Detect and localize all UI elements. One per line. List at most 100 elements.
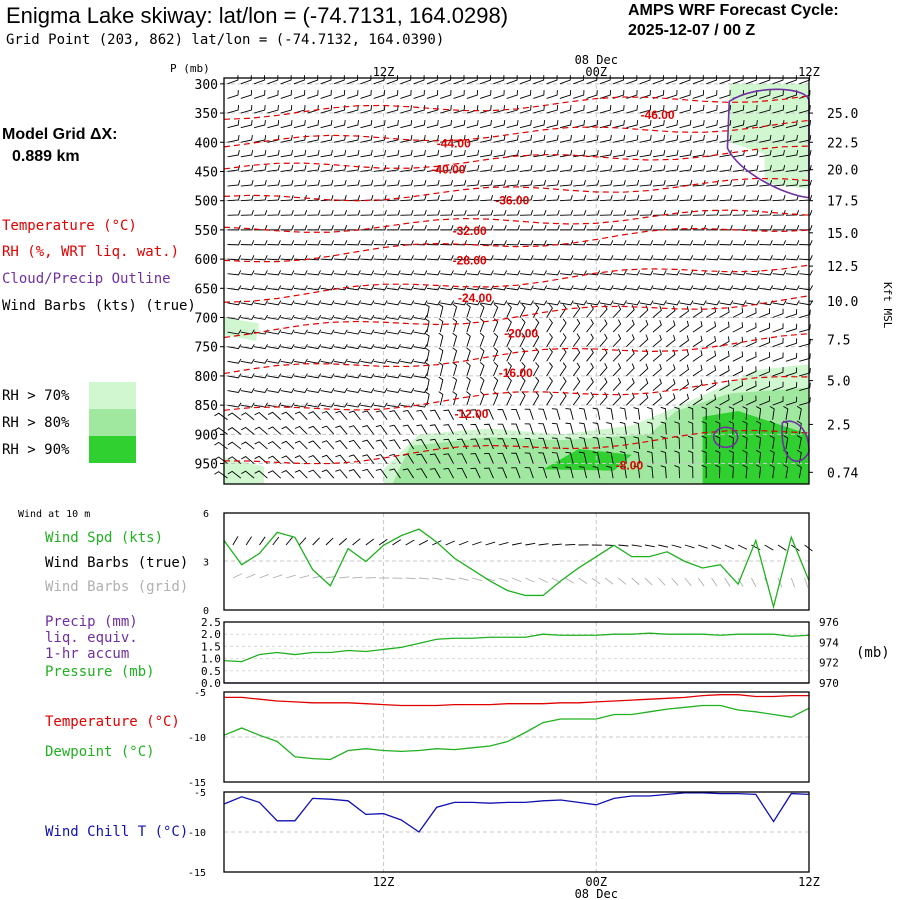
wind-barb [280, 90, 292, 99]
wind-barb [745, 337, 757, 348]
wind-barb [742, 449, 748, 464]
temp-tick-label: -15 [188, 778, 206, 789]
wind-barb [426, 195, 440, 202]
wind-barb-grid [657, 577, 666, 586]
wind-barb [240, 134, 253, 143]
wind-barb [559, 318, 567, 333]
wind-barb-grid [697, 577, 705, 587]
wind-barb [579, 437, 587, 450]
wind-barb [348, 454, 361, 464]
wind-barb [519, 104, 532, 114]
wind-barb [533, 270, 547, 276]
wind-barb [546, 104, 559, 114]
wind-barb [519, 376, 526, 391]
wind-barb [480, 195, 494, 202]
wind-barb [443, 424, 454, 435]
wind-barb [660, 450, 667, 464]
wind-barb [440, 75, 452, 85]
wind-barb [438, 391, 444, 406]
wind-barb [626, 195, 640, 202]
chart-subtitle: Grid Point (203, 862) lat/lon = (-74.713… [6, 32, 445, 48]
wind-barb [546, 300, 561, 306]
wind-barb [546, 195, 560, 202]
bottom-time-label: 12Z [798, 875, 820, 889]
wind-barb-grid [272, 574, 283, 579]
wind-barb-grid [259, 574, 269, 579]
wind-barb [705, 365, 717, 377]
wind-barb [400, 210, 414, 216]
wind-barb [267, 104, 279, 114]
panel-frame [223, 791, 810, 873]
wind-barb [785, 270, 800, 276]
wind-barb [613, 134, 626, 143]
wind-barb [227, 210, 241, 216]
wind-barb [799, 338, 811, 348]
wind-barb [387, 210, 401, 216]
wind-barb-true [498, 542, 509, 546]
wind-barb [652, 320, 662, 333]
wind-barb [572, 377, 581, 391]
wind-barb [732, 395, 744, 406]
wind-barb [400, 344, 415, 350]
wind-barb [333, 402, 348, 408]
wind-barb [565, 422, 574, 435]
wind-barb [506, 75, 518, 85]
wind-barb [679, 75, 691, 85]
wind-barb [692, 210, 706, 216]
wind-barb [692, 179, 706, 187]
wind-barb [321, 440, 335, 450]
wind-barb [387, 149, 400, 158]
wind-barb [400, 387, 415, 393]
wind-barb [347, 285, 361, 291]
height-tick-label: 20.0 [827, 164, 858, 179]
wind-barb [626, 179, 640, 187]
wind-barb [799, 353, 811, 362]
wind-barb [307, 344, 322, 350]
wind-barb [400, 358, 415, 364]
wind-barb [785, 149, 799, 158]
wind-barb [466, 332, 471, 347]
wind-barb [240, 210, 254, 216]
wind-barb [307, 373, 322, 379]
wind-barb [440, 195, 454, 202]
wind-barb-true [272, 536, 280, 546]
wind-barb [373, 164, 387, 172]
wind-barb [652, 149, 666, 158]
wind-barb [533, 195, 547, 202]
wind-barb [400, 104, 412, 114]
wind-barb [280, 387, 295, 393]
wind-barb [333, 314, 348, 320]
wind-barb [400, 75, 412, 85]
wind-barb [573, 285, 587, 291]
wind-barb-grid [711, 577, 718, 587]
wind-barb [772, 255, 787, 261]
wind-barb [692, 350, 703, 362]
pressure-tick-label: 850 [195, 399, 218, 414]
wind-barb [592, 436, 601, 450]
wind-barb [755, 449, 762, 464]
wind-barb [551, 452, 561, 464]
wind-barb [389, 439, 401, 450]
wind-barb-grid [432, 577, 443, 580]
pressure-tick-label: 976 [819, 616, 839, 629]
wind-barb [438, 376, 444, 391]
pressure-unit: (mb) [856, 645, 890, 661]
wind-barb [479, 347, 485, 362]
wind-barb [728, 464, 734, 479]
rh-fill-area [224, 317, 259, 341]
wind-barb [524, 437, 534, 450]
wind-barb [692, 306, 703, 318]
pressure-tick-label: 450 [195, 165, 218, 180]
wind-barb [559, 134, 572, 143]
wind-barb [732, 179, 746, 187]
legend-rh90: RH > 90% [2, 442, 70, 458]
wind-barb [320, 119, 333, 129]
wind-barb [511, 438, 521, 450]
wind-barb [559, 119, 572, 129]
wind-barb [493, 303, 499, 318]
wind-barb [519, 318, 526, 333]
wind-barb [360, 387, 375, 393]
wind-barb [453, 164, 467, 172]
rh70-swatch [89, 382, 136, 409]
wind-barb [440, 300, 455, 306]
